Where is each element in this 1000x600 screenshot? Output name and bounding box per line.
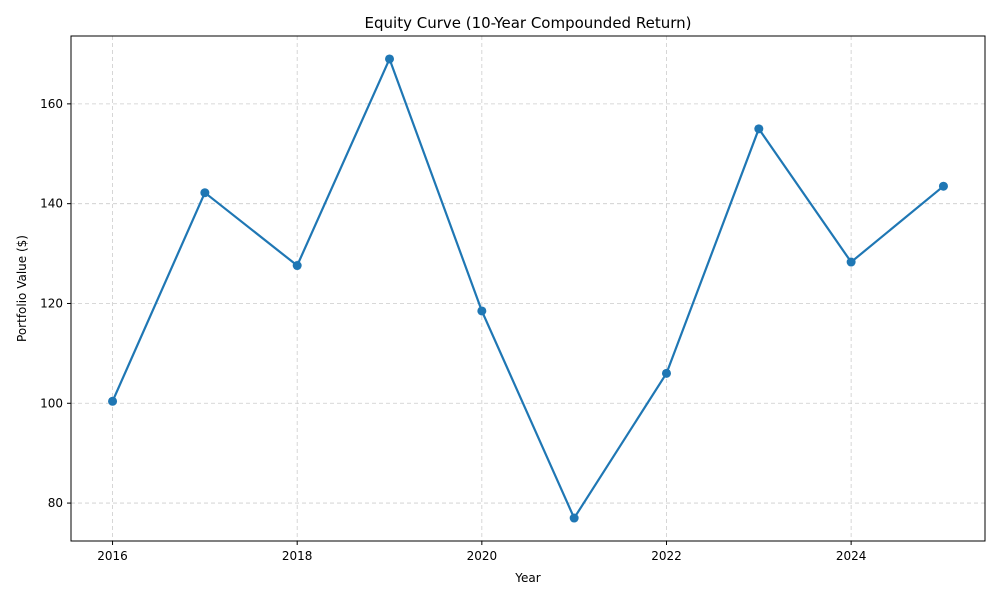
- y-tick-label: 100: [40, 396, 63, 410]
- data-point: [200, 188, 210, 198]
- x-tick-label: 2024: [836, 549, 867, 563]
- y-axis-title: Portfolio Value ($): [15, 235, 29, 342]
- series-line: [111, 57, 945, 520]
- data-point: [846, 257, 856, 267]
- data-point: [661, 368, 671, 378]
- plot-frame: [70, 35, 986, 542]
- y-tick-label: 80: [48, 496, 63, 510]
- series-layer: [108, 54, 948, 523]
- y-tick-label: 160: [40, 97, 63, 111]
- axis-ticks: 2016 2018 2020 2022 2024 80 100 120 140 160: [40, 97, 866, 563]
- x-tick-label: 2016: [97, 549, 128, 563]
- data-point: [108, 396, 118, 406]
- y-tick-label: 140: [40, 197, 63, 211]
- data-point: [754, 124, 764, 134]
- data-point: [385, 54, 395, 64]
- x-axis-title: Year: [514, 571, 540, 585]
- gridlines: [71, 36, 985, 541]
- data-point: [292, 261, 302, 271]
- x-tick-label: 2020: [467, 549, 498, 563]
- chart-title: Equity Curve (10-Year Compounded Return): [365, 14, 692, 32]
- y-tick-label: 120: [40, 296, 63, 310]
- data-point: [477, 306, 487, 316]
- data-point: [569, 513, 579, 523]
- x-tick-label: 2022: [651, 549, 682, 563]
- x-tick-label: 2018: [282, 549, 313, 563]
- data-point: [938, 181, 948, 191]
